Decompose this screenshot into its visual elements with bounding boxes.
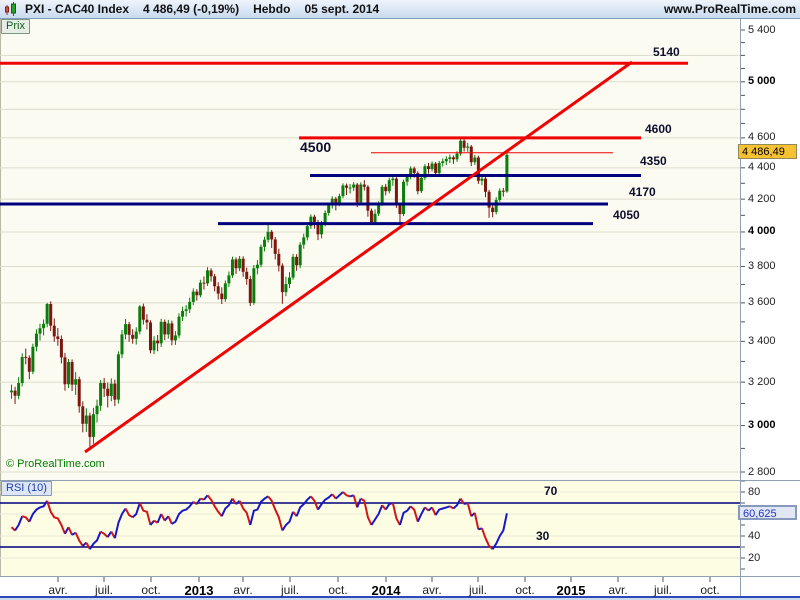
price-axis-label: 5 400	[748, 23, 776, 36]
instrument-title: PXI - CAC40 Index	[25, 2, 130, 16]
level-label-4600: 4600	[645, 122, 672, 136]
price-tab[interactable]: Prix	[1, 19, 30, 34]
level-label-5140: 5140	[653, 45, 680, 59]
price-axis-label: 4 600	[748, 131, 776, 144]
price-axis-label: 5 000	[748, 75, 776, 88]
site-link[interactable]: www.ProRealTime.com	[663, 2, 796, 16]
price-axis-label: 2 800	[748, 465, 776, 478]
price-axis-background[interactable]	[741, 19, 800, 480]
rsi-hline-label-70: 70	[544, 484, 558, 498]
quote-value: 4 486,49 (-0,19%)	[143, 2, 240, 16]
rsi-panel-background	[0, 481, 741, 577]
time-axis-label: 2015	[556, 583, 586, 598]
rsi-axis-label: 80	[748, 485, 761, 498]
time-axis-label: oct.	[700, 583, 720, 597]
price-axis-label: 4 400	[748, 161, 776, 174]
time-axis-label: oct.	[328, 583, 348, 597]
time-axis-label: oct.	[141, 583, 161, 597]
level-label-4500: 4500	[300, 139, 332, 155]
time-axis-label: 2014	[371, 583, 401, 598]
price-axis-label: 3 400	[748, 334, 776, 347]
axis-separator-vertical	[740, 19, 741, 596]
price-axis-label: 4 200	[748, 192, 776, 205]
rsi-hline-label-30: 30	[536, 529, 550, 543]
time-axis-label: juil.	[653, 583, 673, 597]
price-axis-label: 3 000	[748, 419, 776, 432]
level-label-4050: 4050	[613, 208, 640, 222]
current-price-tag: 4 486,49	[738, 144, 797, 159]
time-axis-label: avr.	[48, 583, 68, 597]
time-axis-label: avr.	[422, 583, 442, 597]
level-label-4170: 4170	[629, 185, 656, 199]
price-axis-label: 4 000	[748, 225, 776, 238]
time-axis-label: avr.	[608, 583, 628, 597]
bottom-strip	[0, 596, 800, 600]
rsi-tab[interactable]: RSI (10)	[1, 481, 52, 496]
quote-date: 05 sept. 2014	[304, 2, 380, 16]
panel-separator	[0, 480, 800, 481]
candlestick-icon	[4, 2, 19, 16]
rsi-axis-label: 40	[748, 529, 761, 542]
rsi-axis-label: 20	[748, 551, 761, 564]
level-label-4350: 4350	[640, 154, 667, 168]
time-axis-label: juil.	[280, 583, 300, 597]
watermark: © ProRealTime.com	[6, 458, 105, 470]
time-axis-label: oct.	[515, 583, 535, 597]
price-axis-label: 3 800	[748, 259, 776, 272]
time-axis-label: juil.	[94, 583, 114, 597]
price-axis-label: 3 600	[748, 296, 776, 309]
rsi-value-tag: 60,625	[738, 505, 797, 520]
time-axis-label: avr.	[233, 583, 253, 597]
price-axis-label: 3 200	[748, 375, 776, 388]
rsi-axis-background[interactable]	[741, 481, 800, 577]
title-bar: PXI - CAC40 Index 4 486,49 (-0,19%) Hebd…	[0, 0, 800, 19]
time-axis-label: 2013	[184, 583, 214, 598]
time-axis-label: juil.	[468, 583, 488, 597]
timeframe-label: Hebdo	[253, 2, 291, 16]
time-axis-background[interactable]	[0, 577, 800, 596]
rsi-bottom-separator	[0, 576, 800, 577]
